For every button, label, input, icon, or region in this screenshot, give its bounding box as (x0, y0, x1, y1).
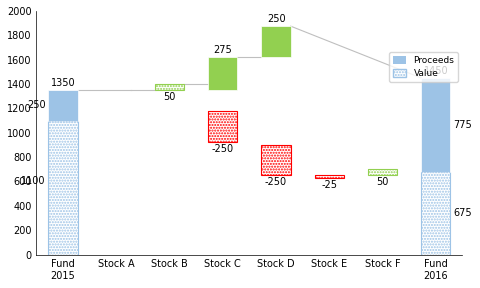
Text: 250: 250 (27, 100, 46, 110)
Bar (48, 121, 78, 255)
Text: 250: 250 (267, 14, 286, 24)
Bar (48, 90, 78, 121)
Text: 1100: 1100 (21, 177, 46, 187)
Bar (208, 111, 238, 142)
Bar (262, 145, 291, 175)
Legend: Proceeds, Value: Proceeds, Value (389, 52, 458, 82)
Bar (315, 175, 344, 179)
Bar (421, 172, 450, 255)
Bar (368, 169, 397, 175)
Text: -25: -25 (321, 180, 337, 190)
Bar (421, 78, 450, 172)
Text: -250: -250 (265, 177, 287, 187)
Bar (48, 121, 78, 255)
Text: 50: 50 (376, 177, 389, 187)
Text: 775: 775 (453, 120, 472, 130)
Bar (262, 26, 291, 57)
Text: -250: -250 (212, 144, 234, 154)
Bar (208, 111, 238, 142)
Bar (155, 84, 184, 90)
Bar (155, 84, 184, 90)
Text: 1450: 1450 (423, 66, 448, 76)
Text: 50: 50 (163, 92, 176, 102)
Bar (262, 145, 291, 175)
Bar (421, 172, 450, 255)
Text: 675: 675 (453, 209, 472, 219)
Bar (315, 175, 344, 179)
Bar (208, 57, 238, 90)
Text: 1350: 1350 (51, 78, 75, 88)
Text: 275: 275 (214, 45, 232, 55)
Bar (368, 169, 397, 175)
